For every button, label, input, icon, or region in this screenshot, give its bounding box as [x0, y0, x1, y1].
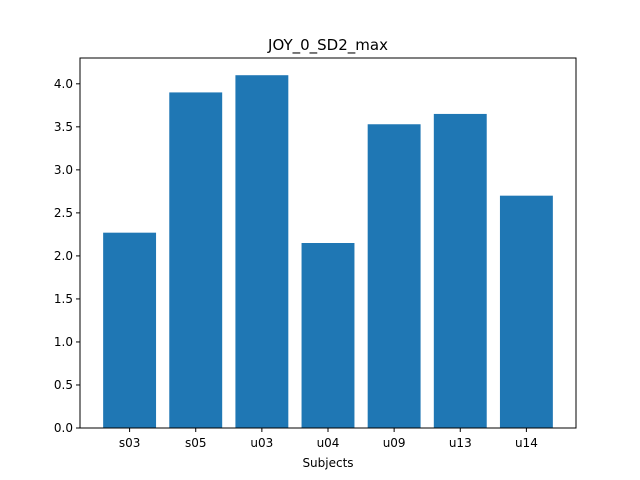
y-tick-label-2.5: 2.5	[54, 206, 73, 220]
y-tick-label-4.0: 4.0	[54, 77, 73, 91]
y-tick-label-1.5: 1.5	[54, 292, 73, 306]
y-tick-label-0.0: 0.0	[54, 421, 73, 435]
x-tick-label-s05: s05	[185, 436, 207, 450]
y-tick-label-3.5: 3.5	[54, 120, 73, 134]
y-axis: 0.0 0.5 1.0 1.5 2.0 2.5 3.0 3.5 4.0	[54, 77, 80, 435]
chart-title: JOY_0_SD2_max	[267, 36, 388, 55]
x-axis-label: Subjects	[302, 456, 353, 470]
x-axis: s03 s05 u03 u04 u09 u13 u14	[119, 428, 538, 450]
y-tick-label-2.0: 2.0	[54, 249, 73, 263]
bar-u09	[367, 124, 421, 429]
bar-u04	[301, 243, 355, 428]
x-tick-label-u04: u04	[317, 436, 340, 450]
bar-u14	[499, 195, 553, 428]
y-tick-label-3.0: 3.0	[54, 163, 73, 177]
x-tick-label-s03: s03	[119, 436, 141, 450]
y-tick-label-1.0: 1.0	[54, 335, 73, 349]
x-tick-label-u09: u09	[383, 436, 406, 450]
bar-u03	[235, 75, 289, 429]
x-tick-label-u03: u03	[250, 436, 273, 450]
bar-s05	[169, 92, 223, 428]
x-tick-label-u14: u14	[515, 436, 538, 450]
bars-group	[103, 75, 553, 429]
y-tick-label-0.5: 0.5	[54, 378, 73, 392]
bar-s03	[103, 232, 157, 428]
x-tick-label-u13: u13	[449, 436, 472, 450]
plot-frame	[79, 57, 577, 429]
bar-u13	[433, 113, 487, 428]
